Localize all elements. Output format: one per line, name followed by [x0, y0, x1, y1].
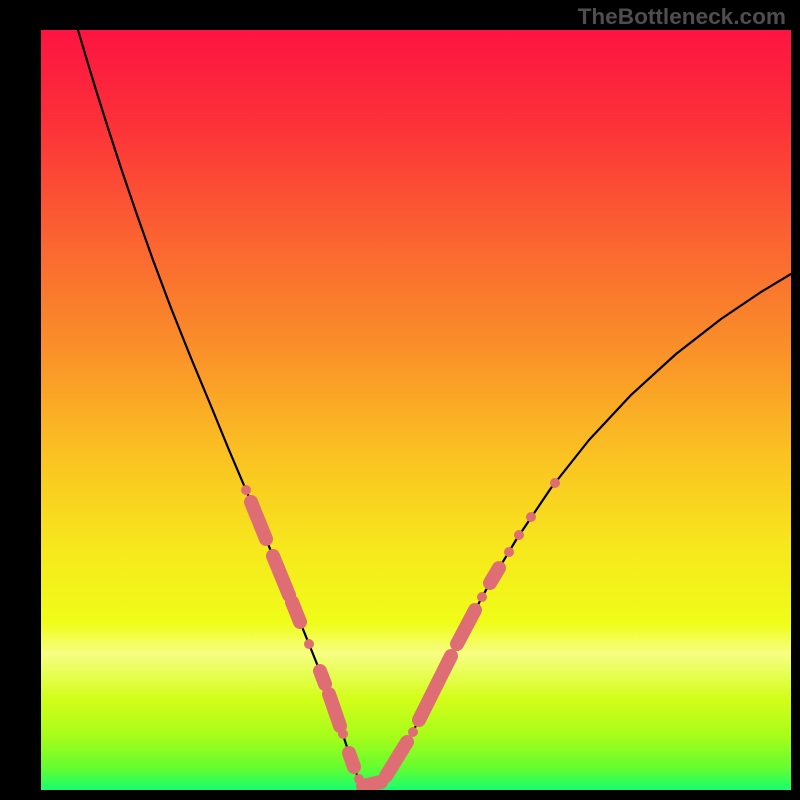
marker-dot [504, 547, 514, 557]
curve-segment [367, 274, 791, 790]
marker-dot [477, 592, 487, 602]
marker-dot [408, 727, 418, 737]
marker-dot [338, 729, 348, 739]
marker-pill [251, 502, 266, 539]
marker-dot [304, 639, 314, 649]
marker-pill [292, 602, 300, 622]
marker-pill [363, 782, 381, 786]
marker-pill [320, 671, 325, 684]
marker-dot [526, 512, 536, 522]
marker-pill [273, 556, 289, 595]
marker-pill [457, 610, 475, 644]
marker-dot [550, 478, 560, 488]
marker-pill [329, 694, 340, 726]
marker-pill [349, 753, 354, 767]
plot-area [41, 30, 791, 790]
curves-layer [41, 30, 791, 790]
marker-dot [241, 485, 251, 495]
watermark-text: TheBottleneck.com [578, 4, 786, 30]
chart-canvas: TheBottleneck.com [0, 0, 800, 800]
marker-pill [419, 656, 451, 720]
marker-dot [514, 530, 524, 540]
marker-pill [386, 742, 407, 776]
marker-pill [490, 568, 499, 583]
